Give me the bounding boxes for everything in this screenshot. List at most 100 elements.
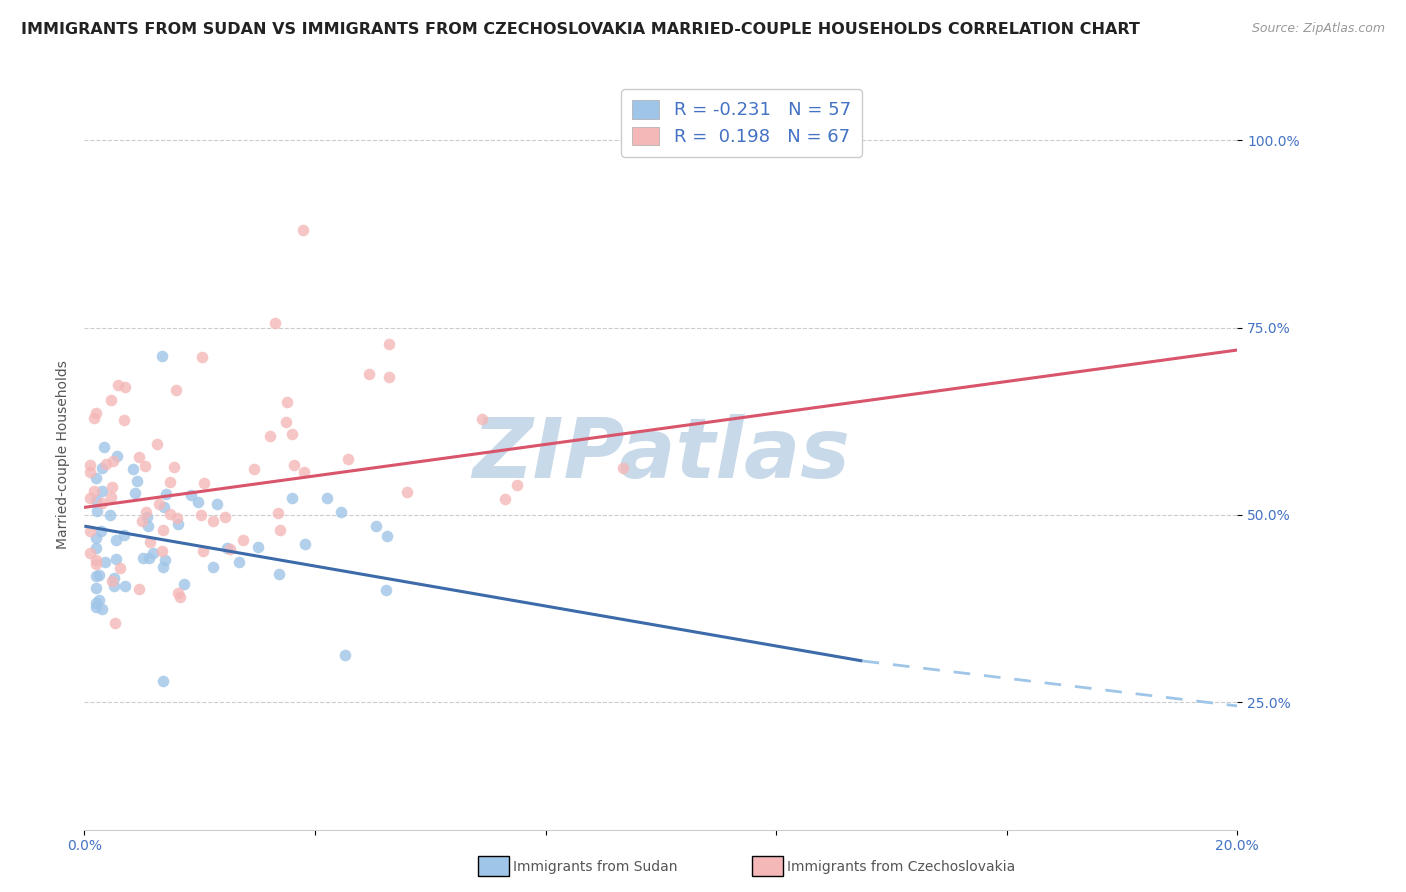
Point <box>112 412 135 426</box>
Point <box>396 485 419 500</box>
Point <box>155 486 177 500</box>
Point <box>281 427 304 442</box>
Point <box>132 550 155 565</box>
Point <box>242 461 264 475</box>
Point <box>214 509 236 524</box>
Point <box>84 541 107 555</box>
Point <box>159 507 181 521</box>
Point <box>145 437 167 451</box>
Point <box>90 461 112 475</box>
Point <box>166 586 188 600</box>
Point <box>79 546 101 560</box>
Point <box>150 349 173 363</box>
Point <box>505 478 527 492</box>
Point <box>218 542 240 557</box>
Point <box>292 223 315 237</box>
Point <box>193 475 215 490</box>
Point <box>83 483 105 498</box>
Point <box>128 450 150 464</box>
Point <box>101 574 124 588</box>
Point <box>86 504 108 518</box>
Point <box>232 533 254 547</box>
Point <box>94 457 117 471</box>
Point <box>269 523 291 537</box>
Point <box>112 528 135 542</box>
Point <box>165 383 187 397</box>
Point <box>152 674 174 689</box>
Point <box>201 514 224 528</box>
Point <box>79 491 101 505</box>
Point <box>294 537 316 551</box>
Point <box>167 516 190 531</box>
Point <box>138 550 160 565</box>
Point <box>190 508 212 523</box>
Point <box>84 471 107 485</box>
Point <box>169 590 191 604</box>
Point <box>87 567 110 582</box>
Point <box>152 560 174 574</box>
Point <box>269 566 291 581</box>
Point <box>108 561 131 575</box>
Point <box>84 596 107 610</box>
Point <box>364 519 387 533</box>
Point <box>378 336 401 351</box>
Text: IMMIGRANTS FROM SUDAN VS IMMIGRANTS FROM CZECHOSLOVAKIA MARRIED-COUPLE HOUSEHOLD: IMMIGRANTS FROM SUDAN VS IMMIGRANTS FROM… <box>21 22 1140 37</box>
Point <box>292 465 315 479</box>
Point <box>150 544 173 558</box>
Text: Immigrants from Czechoslovakia: Immigrants from Czechoslovakia <box>787 860 1015 874</box>
Point <box>191 544 214 558</box>
Point <box>124 486 146 500</box>
Point <box>103 571 125 585</box>
Point <box>103 454 125 468</box>
Point <box>84 492 107 507</box>
Text: Immigrants from Sudan: Immigrants from Sudan <box>513 860 678 874</box>
Point <box>103 579 125 593</box>
Point <box>180 488 202 502</box>
Point <box>316 491 339 505</box>
Point <box>281 491 304 505</box>
Text: ZIPatlas: ZIPatlas <box>472 415 849 495</box>
Point <box>107 377 129 392</box>
Point <box>337 452 360 467</box>
Point <box>207 498 229 512</box>
Point <box>100 393 122 408</box>
Point <box>83 410 105 425</box>
Point <box>84 552 107 566</box>
Point <box>153 500 176 514</box>
Point <box>217 541 239 555</box>
Point <box>104 533 127 547</box>
Point <box>375 583 398 598</box>
Point <box>131 515 153 529</box>
Point <box>152 524 174 538</box>
Point <box>79 524 101 538</box>
Point <box>202 559 225 574</box>
Point <box>173 577 195 591</box>
Point <box>148 498 170 512</box>
Point <box>94 555 117 569</box>
Point <box>101 480 124 494</box>
Point <box>114 380 136 394</box>
Point <box>267 506 290 520</box>
Point <box>84 531 107 545</box>
Text: Source: ZipAtlas.com: Source: ZipAtlas.com <box>1251 22 1385 36</box>
Point <box>228 555 250 569</box>
Point <box>89 524 111 538</box>
Point <box>494 492 516 507</box>
Point <box>136 519 159 533</box>
Point <box>90 602 112 616</box>
Point <box>135 510 157 524</box>
Y-axis label: Married-couple Households: Married-couple Households <box>56 360 70 549</box>
Point <box>333 648 356 662</box>
Point <box>84 569 107 583</box>
Point <box>87 592 110 607</box>
Point <box>378 369 401 384</box>
Point <box>91 484 114 499</box>
Point <box>163 459 186 474</box>
Point <box>104 615 127 630</box>
Point <box>98 508 121 523</box>
Point <box>128 582 150 597</box>
Point <box>93 440 115 454</box>
Point <box>122 462 145 476</box>
Point <box>114 579 136 593</box>
Point <box>84 581 107 595</box>
